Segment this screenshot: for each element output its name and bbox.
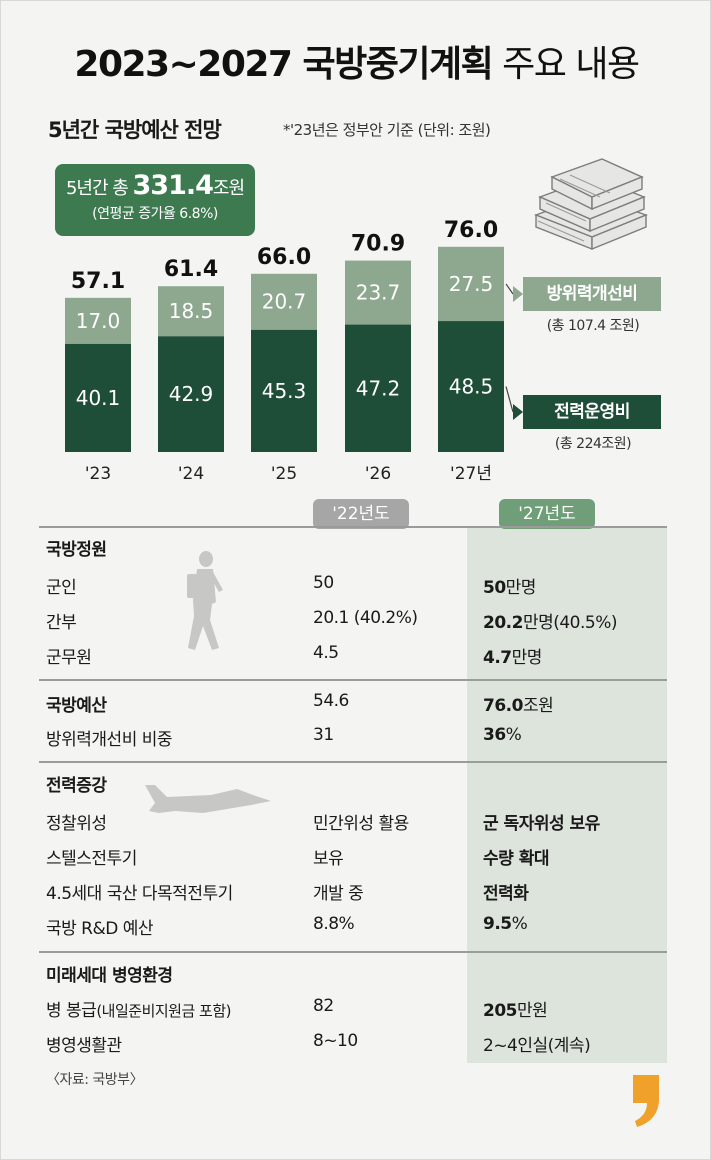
data-label-total: 76.0 bbox=[444, 218, 498, 243]
table-row: 정찰위성 민간위성 활용 군 독자위성 보유 bbox=[46, 814, 600, 834]
data-label-upper: 27.5 bbox=[449, 272, 494, 296]
x-tick-label: '23 bbox=[85, 464, 111, 484]
bar-segment-전력운영비 bbox=[158, 336, 224, 452]
data-label-lower: 45.3 bbox=[262, 379, 307, 403]
table-row: 군인 50 50만명 bbox=[46, 573, 536, 598]
table-row: 국방정원 bbox=[1, 531, 711, 563]
data-label-lower: 42.9 bbox=[169, 382, 214, 406]
legend-connector bbox=[505, 386, 514, 413]
legend-lower: 전력운영비 bbox=[523, 395, 661, 429]
data-label-lower: 40.1 bbox=[76, 386, 121, 410]
unit-note: *'23년은 정부안 기준 (단위: 조원) bbox=[283, 121, 491, 139]
section-title: 국방정원 bbox=[46, 540, 107, 560]
x-tick-label: '24 bbox=[178, 464, 204, 484]
total-summary-box: 5년간 총 331.4조원 (연평균 증가율 6.8%) bbox=[55, 164, 255, 236]
legend-lower-total: (총 224조원) bbox=[554, 436, 632, 452]
legend-arrow bbox=[513, 286, 523, 302]
data-label-total: 66.0 bbox=[257, 245, 311, 270]
data-label-total: 61.4 bbox=[164, 257, 218, 282]
money-stack-icon bbox=[534, 158, 648, 251]
column-header-2022: '22년도 bbox=[313, 499, 409, 529]
divider bbox=[39, 951, 667, 953]
chart-subtitle: 5년간 국방예산 전망 bbox=[48, 118, 222, 142]
table-row: 미래세대 병영환경 bbox=[46, 966, 173, 986]
data-label-upper: 23.7 bbox=[356, 281, 401, 305]
bar-segment-전력운영비 bbox=[65, 343, 131, 452]
fighter-jet-icon bbox=[145, 785, 271, 813]
page-title: 2023~2027 국방중기계획 주요 내용 bbox=[74, 44, 640, 85]
bar-segment-방위력개선비 bbox=[438, 246, 504, 322]
divider bbox=[39, 526, 667, 528]
table-row: 병 봉급(내일준비지원금 포함) 82 205만원 bbox=[46, 996, 548, 1021]
legend-connector bbox=[505, 283, 514, 295]
data-label-upper: 20.7 bbox=[262, 290, 307, 314]
bar-segment-방위력개선비 bbox=[158, 286, 224, 337]
table-row: 군무원 4.5 4.7만명 bbox=[46, 643, 542, 668]
bar-segment-방위력개선비 bbox=[345, 260, 411, 325]
divider bbox=[39, 679, 667, 681]
column-header-2027: '27년도 bbox=[499, 499, 595, 529]
x-tick-label: '25 bbox=[271, 464, 297, 484]
legend-upper-total: (총 107.4 조원) bbox=[546, 318, 640, 334]
publisher-mark-icon bbox=[633, 1075, 659, 1127]
x-tick-label: '27년 bbox=[450, 464, 492, 484]
source-credit: 〈자료: 국방부〉 bbox=[46, 1072, 144, 1088]
table-row: 병영생활관 8~10 2~4인실(계속) bbox=[46, 1031, 591, 1056]
table-row: 국방 R&D 예산 8.8% 9.5% bbox=[46, 914, 528, 939]
legend-upper: 방위력개선비 bbox=[523, 277, 661, 311]
table-row: 4.5세대 국산 다목적전투기 개발 중 전력화 bbox=[46, 884, 529, 904]
table-row: 간부 20.1 (40.2%) 20.2만명(40.5%) bbox=[46, 608, 618, 633]
table-2027-column-band bbox=[467, 526, 667, 1063]
data-label-total: 70.9 bbox=[351, 232, 405, 257]
x-tick-label: '26 bbox=[365, 464, 391, 484]
legend-arrow bbox=[513, 404, 523, 420]
bar-segment-방위력개선비 bbox=[65, 297, 131, 344]
table-row: 방위력개선비 비중 31 36% bbox=[46, 725, 522, 750]
bar-segment-전력운영비 bbox=[345, 324, 411, 452]
table-row: 전력증강 bbox=[46, 776, 107, 796]
data-label-upper: 17.0 bbox=[76, 309, 121, 333]
table-row: 국방예산 54.6 76.0조원 bbox=[46, 691, 554, 716]
bar-segment-전력운영비 bbox=[251, 329, 317, 452]
divider bbox=[39, 761, 667, 763]
data-label-total: 57.1 bbox=[71, 269, 125, 294]
soldier-icon bbox=[187, 551, 223, 650]
stacked-bar-chart: 40.1 17.0 57.1 '23 42.9 18.5 61.4 '24 45.3 20.7 66… bbox=[65, 218, 523, 484]
data-label-lower: 48.5 bbox=[449, 375, 494, 399]
data-label-lower: 47.2 bbox=[356, 376, 401, 400]
bar-segment-전력운영비 bbox=[438, 321, 504, 452]
data-label-upper: 18.5 bbox=[169, 299, 214, 323]
table-row: 스텔스전투기 보유 수량 확대 bbox=[46, 849, 549, 869]
bar-segment-방위력개선비 bbox=[251, 273, 317, 330]
